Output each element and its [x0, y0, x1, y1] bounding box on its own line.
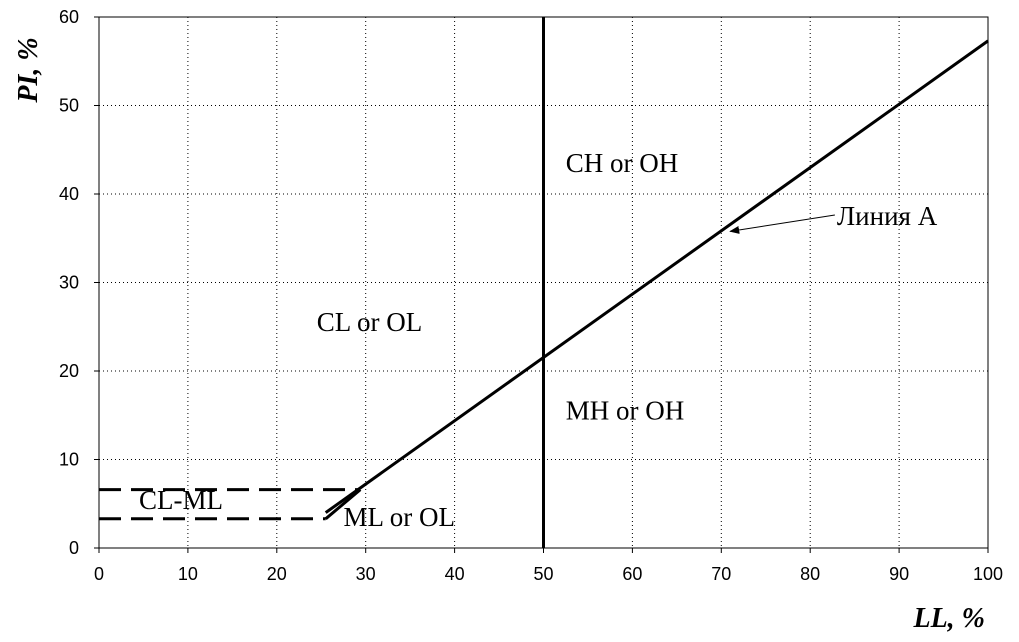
y-tick-label: 0 [69, 538, 79, 558]
series [99, 17, 989, 548]
region-label-ml-or-ol: ML or OL [343, 502, 454, 532]
annotations: Линия A [729, 201, 938, 234]
x-tick-label: 80 [800, 564, 820, 584]
y-tick-label: 40 [59, 184, 79, 204]
region-label-cl-ml: CL-ML [139, 485, 223, 515]
x-tick-label: 100 [973, 564, 1003, 584]
x-tick-label: 20 [267, 564, 287, 584]
region-labels: CH or OH CL or OL MH or OH CL-ML ML or OL [139, 148, 684, 532]
x-tick-label: 40 [445, 564, 465, 584]
region-label-cl-or-ol: CL or OL [317, 307, 422, 337]
y-axis-ticks: 0 10 20 30 40 50 60 [59, 7, 99, 558]
y-tick-label: 60 [59, 7, 79, 27]
y-tick-label: 10 [59, 450, 79, 470]
x-axis-title: LL, % [912, 603, 985, 634]
x-tick-label: 50 [533, 564, 553, 584]
x-tick-label: 90 [889, 564, 909, 584]
y-axis-title: PI, % [13, 37, 44, 103]
x-axis-ticks: 0 10 20 30 40 50 60 70 80 90 100 [94, 548, 1003, 584]
region-label-mh-or-oh: MH or OH [566, 396, 685, 426]
line-линия-a [324, 39, 989, 514]
y-tick-label: 50 [59, 96, 79, 116]
x-tick-label: 70 [711, 564, 731, 584]
x-tick-label: 10 [178, 564, 198, 584]
x-tick-label: 0 [94, 564, 104, 584]
region-label-ch-or-oh: CH or OH [566, 148, 679, 178]
y-tick-label: 30 [59, 273, 79, 293]
annotation-label: Линия A [837, 201, 938, 231]
y-tick-label: 20 [59, 361, 79, 381]
annotation-arrow [729, 214, 835, 234]
x-tick-label: 60 [622, 564, 642, 584]
x-tick-label: 30 [356, 564, 376, 584]
boundary-line-5 [324, 488, 362, 520]
